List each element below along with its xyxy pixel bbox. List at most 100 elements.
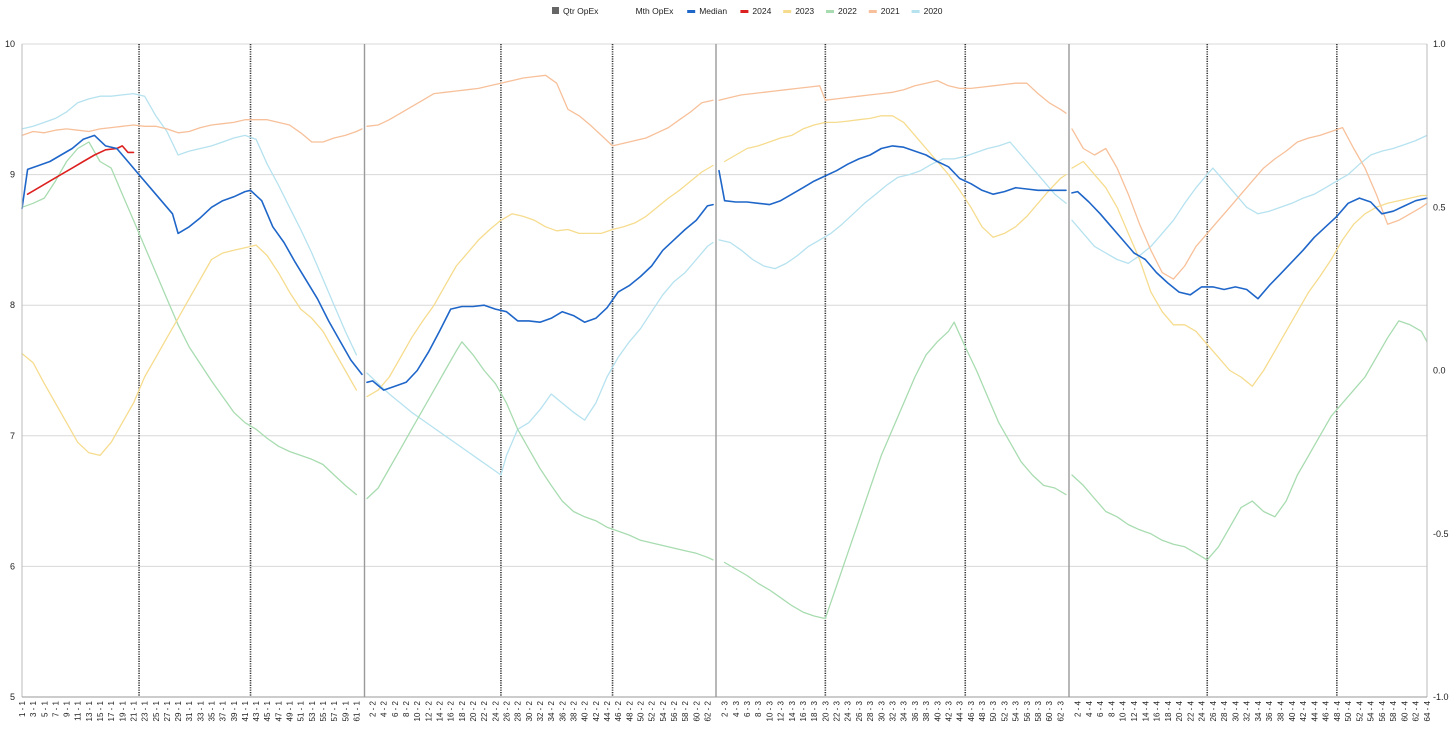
x-tick-label: 42 - 2 (592, 700, 601, 721)
legend-swatch (912, 10, 920, 13)
series-line-2022 (22, 142, 356, 495)
series-line-2023 (367, 166, 713, 397)
x-tick-label: 64 - 4 (1423, 700, 1432, 721)
x-tick-label: 30 - 2 (525, 700, 534, 721)
x-tick-label: 44 - 2 (603, 700, 612, 721)
series-line-2020 (719, 142, 1066, 269)
x-tick-label: 10 - 2 (413, 700, 422, 721)
x-tick-label: 24 - 4 (1198, 700, 1207, 721)
x-tick-label: 22 - 2 (480, 700, 489, 721)
x-tick-label: 54 - 4 (1367, 700, 1376, 721)
x-tick-label: 48 - 4 (1333, 700, 1342, 721)
x-tick-label: 47 - 1 (274, 700, 283, 721)
x-tick-label: 26 - 4 (1209, 700, 1218, 721)
x-tick-label: 56 - 4 (1378, 700, 1387, 721)
x-tick-label: 16 - 4 (1153, 700, 1162, 721)
x-tick-label: 6 - 3 (743, 700, 752, 717)
x-tick-label: 1 - 1 (18, 700, 27, 717)
x-tick-label: 52 - 3 (1000, 700, 1009, 721)
series-line-2021 (1072, 128, 1427, 280)
series-lines (22, 75, 1427, 618)
series-line-2023 (22, 245, 356, 455)
x-tick-label: 28 - 3 (866, 700, 875, 721)
series-line-2022 (1072, 321, 1427, 560)
x-tick-label: 52 - 2 (648, 700, 657, 721)
series-line-2022 (725, 322, 1066, 618)
x-tick-label: 34 - 2 (547, 700, 556, 721)
series-line-2022 (367, 342, 713, 560)
x-tick-label: 40 - 3 (933, 700, 942, 721)
x-tick-label: 13 - 1 (85, 700, 94, 721)
x-tick-label: 8 - 3 (754, 700, 763, 717)
x-tick-label: 35 - 1 (208, 700, 217, 721)
x-tick-label: 51 - 1 (297, 700, 306, 721)
x-tick-label: 62 - 2 (703, 700, 712, 721)
x-tick-label: 33 - 1 (196, 700, 205, 721)
y-tick-label: 9 (10, 170, 15, 180)
x-tick-label: 16 - 3 (799, 700, 808, 721)
x-tick-label: 56 - 3 (1023, 700, 1032, 721)
x-tick-label: 7 - 1 (51, 700, 60, 717)
series-line-2023 (725, 116, 1066, 238)
x-tick-label: 27 - 1 (163, 700, 172, 721)
x-tick-label: 2 - 3 (721, 700, 730, 717)
x-tick-label: 8 - 4 (1107, 700, 1116, 717)
x-tick-label: 4 - 3 (732, 700, 741, 717)
series-line-2021 (719, 81, 1066, 114)
legend-swatch (826, 10, 834, 13)
x-tick-label: 14 - 4 (1141, 700, 1150, 721)
x-tick-label: 31 - 1 (185, 700, 194, 721)
y2-tick-label: -1.0 (1433, 692, 1449, 702)
x-tick-label: 46 - 2 (614, 700, 623, 721)
x-tick-label: 48 - 2 (625, 700, 634, 721)
legend-label: 2022 (838, 6, 857, 16)
x-tick-label: 4 - 4 (1085, 700, 1094, 717)
x-tick-label: 54 - 2 (659, 700, 668, 721)
x-tick-label: 57 - 1 (330, 700, 339, 721)
x-tick-label: 2 - 4 (1074, 700, 1083, 717)
x-tick-label: 18 - 3 (810, 700, 819, 721)
x-tick-label: 3 - 1 (29, 700, 38, 717)
x-tick-label: 50 - 3 (989, 700, 998, 721)
y-tick-label: 10 (5, 39, 15, 49)
x-tick-label: 36 - 3 (911, 700, 920, 721)
x-tick-label: 8 - 2 (402, 700, 411, 717)
series-line-median (719, 146, 1066, 205)
y2-tick-label: 1.0 (1433, 39, 1446, 49)
x-tick-label: 50 - 4 (1344, 700, 1353, 721)
x-tick-label: 30 - 4 (1231, 700, 1240, 721)
legend-label: Qtr OpEx (563, 6, 599, 16)
legend-swatch (869, 10, 877, 13)
legend-label: Mth OpEx (636, 6, 675, 16)
x-tick-label: 38 - 4 (1277, 700, 1286, 721)
series-line-2020 (367, 243, 713, 476)
x-tick-label: 50 - 2 (637, 700, 646, 721)
x-tick-label: 24 - 3 (844, 700, 853, 721)
x-tick-label: 36 - 2 (558, 700, 567, 721)
series-line-median (22, 135, 362, 374)
x-tick-label: 21 - 1 (130, 700, 139, 721)
legend-swatch (687, 10, 695, 13)
x-tick-label: 2 - 2 (369, 700, 378, 717)
x-tick-label: 46 - 3 (967, 700, 976, 721)
legend-label: 2021 (881, 6, 900, 16)
x-tick-label: 52 - 4 (1355, 700, 1364, 721)
x-tick-label: 10 - 4 (1119, 700, 1128, 721)
x-tick-label: 40 - 4 (1288, 700, 1297, 721)
series-line-2020 (1072, 135, 1427, 263)
x-tick-label: 12 - 4 (1130, 700, 1139, 721)
x-tick-label: 44 - 4 (1310, 700, 1319, 721)
x-tick-label: 10 - 3 (765, 700, 774, 721)
x-tick-label: 56 - 2 (670, 700, 679, 721)
x-tick-label: 60 - 4 (1401, 700, 1410, 721)
x-tick-label: 58 - 4 (1389, 700, 1398, 721)
quarter-separators (365, 44, 1070, 697)
x-tick-label: 6 - 2 (391, 700, 400, 717)
x-tick-label: 62 - 4 (1412, 700, 1421, 721)
legend-swatch (552, 7, 559, 14)
x-tick-label: 6 - 4 (1096, 700, 1105, 717)
series-line-median (1072, 192, 1427, 299)
x-tick-label: 45 - 1 (263, 700, 272, 721)
